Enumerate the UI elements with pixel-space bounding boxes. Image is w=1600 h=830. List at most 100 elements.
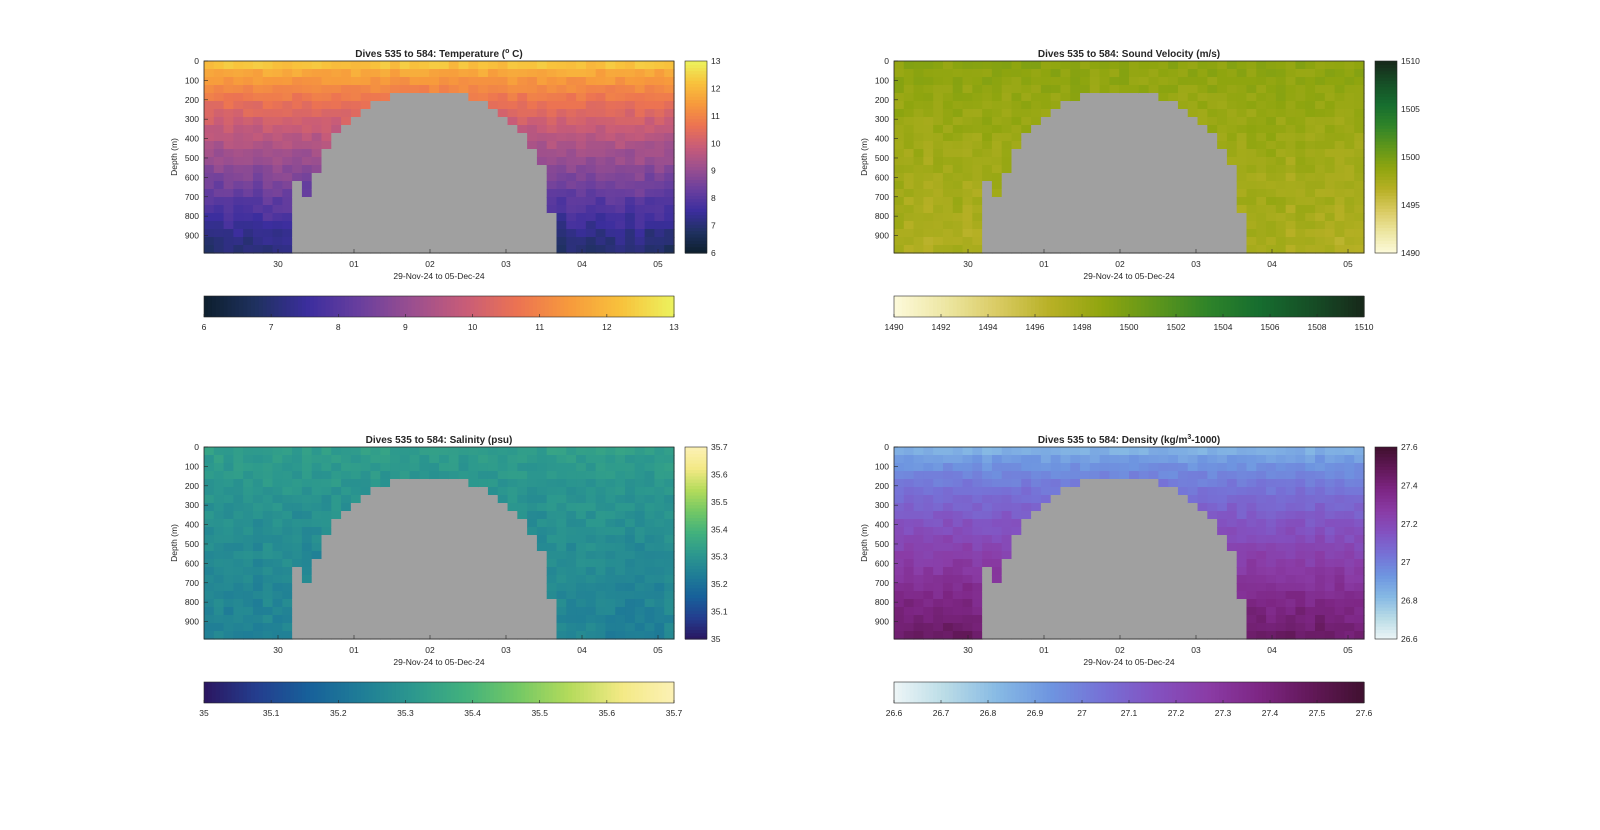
heatmap-cell [913, 559, 924, 568]
heatmap-cell [913, 189, 924, 198]
heatmap-cell [1177, 189, 1189, 198]
heatmap-cell [952, 221, 964, 230]
heatmap-cell [487, 165, 499, 174]
heatmap-cell [252, 197, 264, 206]
colorbar-segment [1375, 205, 1397, 209]
colorbar-segment [493, 682, 499, 703]
heatmap-cell [991, 519, 1003, 528]
heatmap-cell [1207, 631, 1218, 640]
heatmap-cell [605, 197, 616, 206]
heatmap-cell [390, 575, 401, 584]
heatmap-cell [478, 181, 489, 190]
heatmap-cell [252, 141, 264, 150]
heatmap-cell [1315, 69, 1326, 78]
heatmap-cell [223, 85, 234, 94]
heatmap-cell [331, 455, 342, 464]
heatmap-cell [1050, 141, 1062, 150]
heatmap-cell [1031, 535, 1042, 544]
heatmap-cell [556, 181, 567, 190]
heatmap-cell [1226, 213, 1238, 222]
heatmap-cell [1158, 237, 1169, 246]
heatmap-cell [1099, 173, 1111, 182]
heatmap-cell [1158, 607, 1169, 616]
heatmap-cell [903, 607, 915, 616]
colorbar-segment [1066, 296, 1071, 317]
heatmap-cell [399, 213, 411, 222]
heatmap-cell [1021, 221, 1032, 230]
heatmap-cell [595, 77, 607, 86]
heatmap-cell [894, 591, 905, 600]
x-axis-label: 29-Nov-24 to 05-Dec-24 [393, 657, 484, 667]
heatmap-cell [243, 567, 254, 576]
heatmap-cell [331, 237, 342, 246]
heatmap-cell [390, 631, 401, 640]
heatmap-cell [942, 93, 954, 102]
heatmap-cell [507, 479, 518, 488]
heatmap-cell [634, 543, 646, 552]
heatmap-cell [1246, 125, 1257, 134]
heatmap-cell [625, 173, 636, 182]
heatmap-cell [390, 61, 401, 70]
colorbar-segment [1320, 296, 1326, 317]
heatmap-cell [1070, 463, 1081, 472]
heatmap-cell [546, 463, 558, 472]
heatmap-cell [1119, 69, 1130, 78]
heatmap-cell [1099, 575, 1111, 584]
colorbar-segment [897, 296, 903, 317]
heatmap-cell [527, 615, 538, 624]
heatmap-cell [1217, 237, 1228, 246]
heatmap-cell [1119, 213, 1130, 222]
heatmap-cell [664, 591, 675, 600]
heatmap-cell [1060, 101, 1071, 110]
heatmap-cell [262, 479, 274, 488]
heatmap-cell [942, 607, 954, 616]
heatmap-cell [942, 229, 954, 238]
heatmap-cell [507, 599, 518, 608]
heatmap-cell [243, 141, 254, 150]
heatmap-cell [419, 503, 430, 512]
heatmap-cell [625, 471, 636, 480]
heatmap-cell [448, 133, 460, 142]
heatmap-cell [487, 245, 499, 254]
heatmap-cell [1031, 229, 1042, 238]
heatmap-cell [913, 591, 924, 600]
heatmap-cell [1060, 599, 1071, 608]
heatmap-cell [546, 567, 558, 576]
heatmap-cell [409, 245, 421, 254]
heatmap-cell [1148, 615, 1159, 624]
heatmap-cell [566, 479, 577, 488]
heatmap-cell [1001, 237, 1013, 246]
heatmap-cell [370, 197, 381, 206]
colorbar-tick-label: 1500 [1120, 322, 1139, 332]
heatmap-cell [243, 479, 254, 488]
heatmap-cell [1138, 141, 1150, 150]
heatmap-cell [458, 527, 469, 536]
heatmap-cell [913, 567, 924, 576]
heatmap-cell [399, 69, 411, 78]
heatmap-cell [458, 591, 469, 600]
heatmap-cell [576, 157, 587, 166]
chart-title: Dives 535 to 584: Temperature (o C) [355, 48, 523, 60]
heatmap-cell [458, 133, 469, 142]
heatmap-cell [341, 503, 352, 512]
heatmap-cell [1011, 535, 1022, 544]
heatmap-cell [458, 463, 469, 472]
heatmap-cell [380, 623, 391, 632]
heatmap-cell [913, 213, 924, 222]
heatmap-cell [370, 503, 381, 512]
heatmap-cell [1129, 77, 1140, 86]
heatmap-cell [1050, 607, 1062, 616]
heatmap-cell [1334, 189, 1346, 198]
heatmap-cell [972, 543, 983, 552]
heatmap-cell [536, 471, 548, 480]
heatmap-cell [1236, 213, 1248, 222]
heatmap-cell [1129, 61, 1140, 70]
heatmap-cell [370, 221, 381, 230]
colorbar-segment [685, 205, 707, 209]
heatmap-cell [311, 519, 323, 528]
heatmap-cell [448, 181, 460, 190]
heatmap-cell [252, 77, 264, 86]
heatmap-cell [1305, 117, 1316, 126]
heatmap-cell [1138, 149, 1150, 158]
heatmap-cell [409, 463, 421, 472]
